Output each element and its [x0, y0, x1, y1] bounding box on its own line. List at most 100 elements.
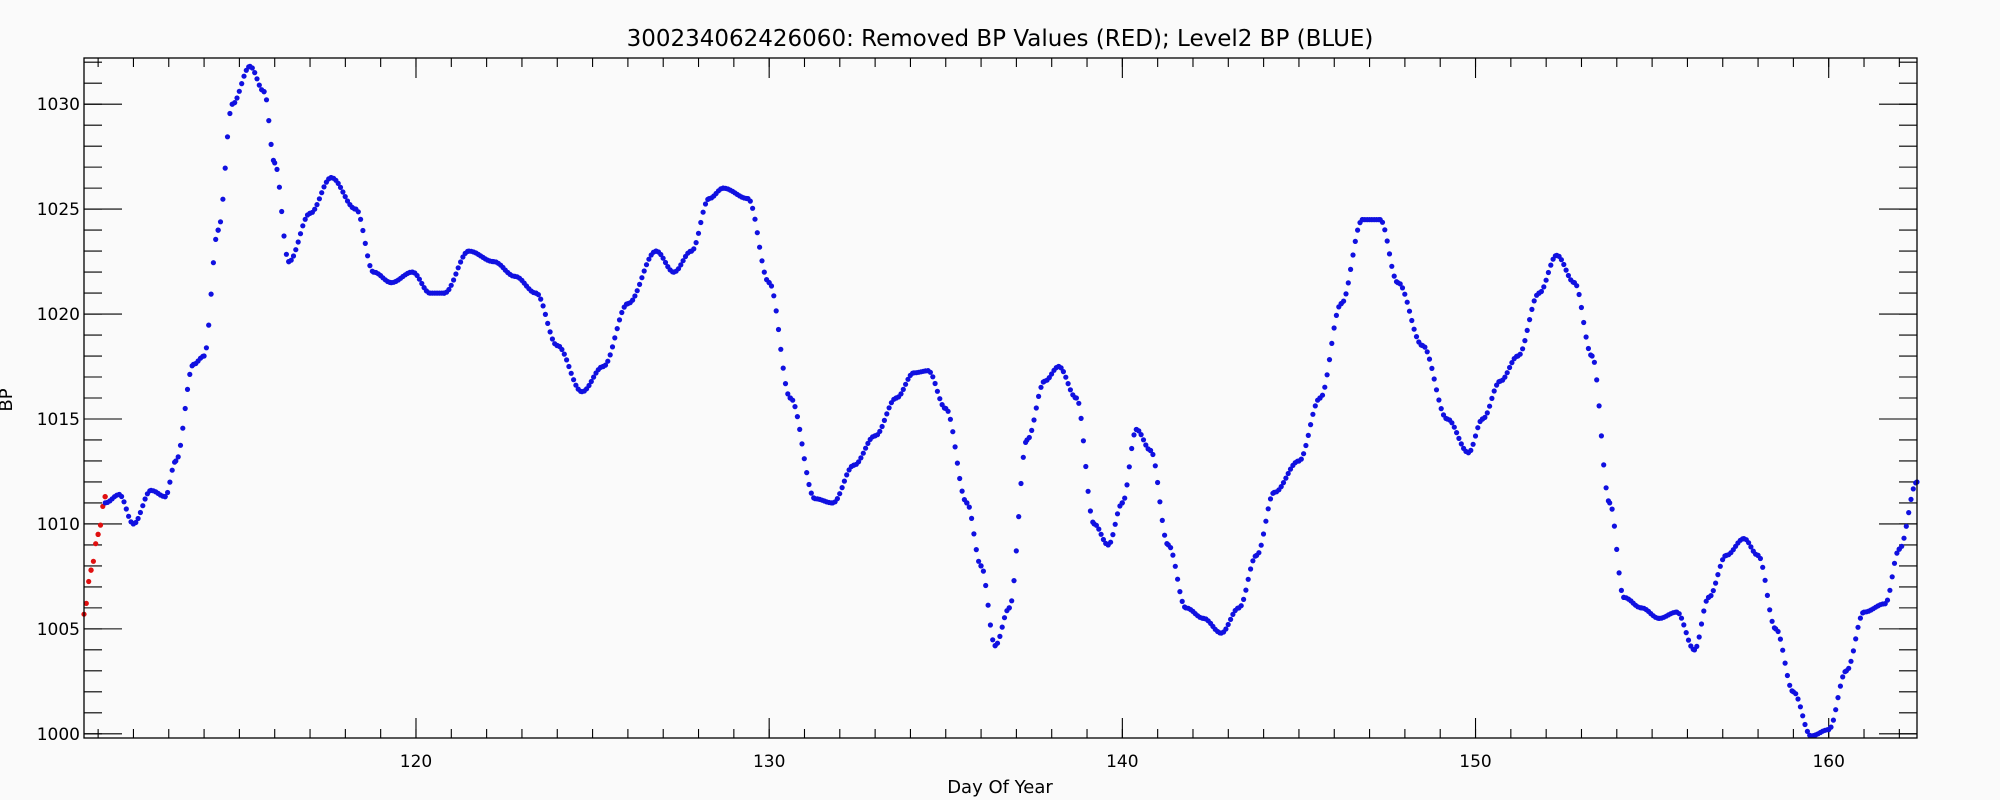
- bp-point: [1795, 696, 1801, 702]
- y-tick-label: 1030: [37, 95, 80, 115]
- bp-point: [1504, 370, 1510, 376]
- bp-point: [693, 240, 699, 246]
- bp-point: [1603, 485, 1609, 491]
- bp-point: [950, 429, 956, 435]
- bp-point: [804, 470, 810, 476]
- bp-point: [1607, 500, 1613, 506]
- bp-point: [540, 303, 546, 309]
- bp-point: [1348, 266, 1354, 272]
- bp-point: [451, 277, 457, 283]
- bp-point: [1083, 463, 1089, 470]
- bp-point: [1611, 523, 1617, 529]
- bp-point: [545, 320, 551, 326]
- bp-point: [1701, 608, 1707, 614]
- bp-point: [1087, 508, 1093, 514]
- bp-point: [268, 141, 274, 147]
- bp-point: [609, 344, 616, 350]
- bp-point: [1558, 257, 1564, 263]
- bp-point: [1685, 637, 1692, 643]
- bp-point: [119, 493, 125, 500]
- bp-point: [1565, 272, 1571, 279]
- bp-point: [1614, 546, 1620, 553]
- bp-point: [175, 454, 181, 460]
- bp-point: [1162, 532, 1168, 538]
- bp-point: [1333, 312, 1339, 318]
- bp-point: [945, 408, 951, 414]
- bp-point: [969, 515, 975, 522]
- bp-point: [1384, 238, 1390, 244]
- bp-point: [702, 201, 709, 207]
- bp-point: [1343, 291, 1349, 297]
- bp-point: [877, 428, 883, 434]
- plot-frame: [83, 57, 1918, 739]
- bp-point: [947, 416, 954, 422]
- bp-point: [358, 216, 364, 222]
- bp-point: [261, 89, 267, 95]
- bp-point: [1006, 605, 1012, 611]
- bp-point: [1148, 447, 1154, 454]
- bp-point: [639, 275, 645, 281]
- bp-point: [754, 230, 760, 236]
- bp-point: [266, 118, 272, 124]
- bp-point: [1764, 592, 1770, 599]
- bp-point: [241, 73, 247, 79]
- bp-point: [1468, 447, 1474, 453]
- bp-point: [976, 558, 982, 564]
- bp-point: [279, 208, 285, 215]
- y-tick-label: 1020: [37, 305, 80, 325]
- bp-point: [1331, 325, 1337, 331]
- bp-point: [1352, 238, 1358, 244]
- bp-point: [614, 326, 620, 332]
- bp-point: [1080, 438, 1086, 444]
- bp-point: [1298, 456, 1304, 462]
- bp-point: [86, 578, 92, 585]
- bp-point: [1720, 557, 1726, 563]
- bp-point: [1223, 626, 1229, 632]
- bp-point: [1769, 618, 1775, 624]
- bp-point: [1703, 598, 1709, 604]
- bp-point: [90, 558, 96, 564]
- bp-point: [549, 336, 556, 342]
- bp-point: [203, 345, 209, 351]
- bp-point: [1576, 291, 1582, 298]
- bp-point: [1782, 660, 1788, 666]
- bp-point: [759, 258, 765, 264]
- bp-point: [1241, 596, 1247, 603]
- bp-point: [1563, 267, 1569, 273]
- bp-point: [1245, 576, 1251, 582]
- bp-point: [1065, 381, 1071, 387]
- bp-point: [1406, 308, 1413, 314]
- bp-point: [1013, 548, 1019, 554]
- bp-point: [1036, 393, 1042, 399]
- bp-point: [300, 223, 306, 229]
- bp-point: [782, 381, 789, 387]
- bp-point: [208, 291, 214, 297]
- bp-point: [276, 184, 282, 190]
- bp-point: [1529, 306, 1535, 312]
- bp-point: [416, 276, 422, 282]
- bp-point: [1482, 414, 1488, 420]
- bp-point: [1846, 665, 1852, 671]
- bp-point: [1031, 417, 1037, 423]
- bp-point: [1096, 526, 1102, 532]
- bp-point: [1828, 724, 1834, 730]
- bp-point: [1775, 628, 1781, 635]
- bp-point: [1341, 298, 1347, 304]
- bp-point: [1018, 480, 1024, 487]
- bp-point: [162, 494, 168, 500]
- bp-point: [1548, 262, 1554, 268]
- bp-point: [1391, 273, 1397, 279]
- bp-point: [1114, 511, 1121, 517]
- bp-point: [607, 352, 613, 358]
- bp-point: [837, 491, 843, 497]
- bp-point: [1324, 372, 1330, 378]
- bp-point: [1509, 360, 1515, 366]
- bp-point: [790, 397, 796, 403]
- bp-point: [1248, 566, 1254, 572]
- bp-point: [834, 496, 841, 502]
- bp-point: [1708, 593, 1714, 599]
- bp-point: [1433, 387, 1440, 393]
- bp-point: [886, 405, 892, 411]
- bp-point: [302, 216, 308, 222]
- bp-point: [217, 219, 224, 225]
